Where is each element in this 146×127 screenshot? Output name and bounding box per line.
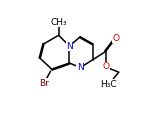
Text: O: O [102, 62, 109, 71]
Text: N: N [66, 42, 73, 51]
Text: H₃C: H₃C [100, 80, 117, 89]
Text: N: N [77, 63, 84, 72]
Text: O: O [112, 34, 119, 43]
Text: Br: Br [39, 78, 49, 88]
Text: CH₃: CH₃ [50, 18, 67, 27]
